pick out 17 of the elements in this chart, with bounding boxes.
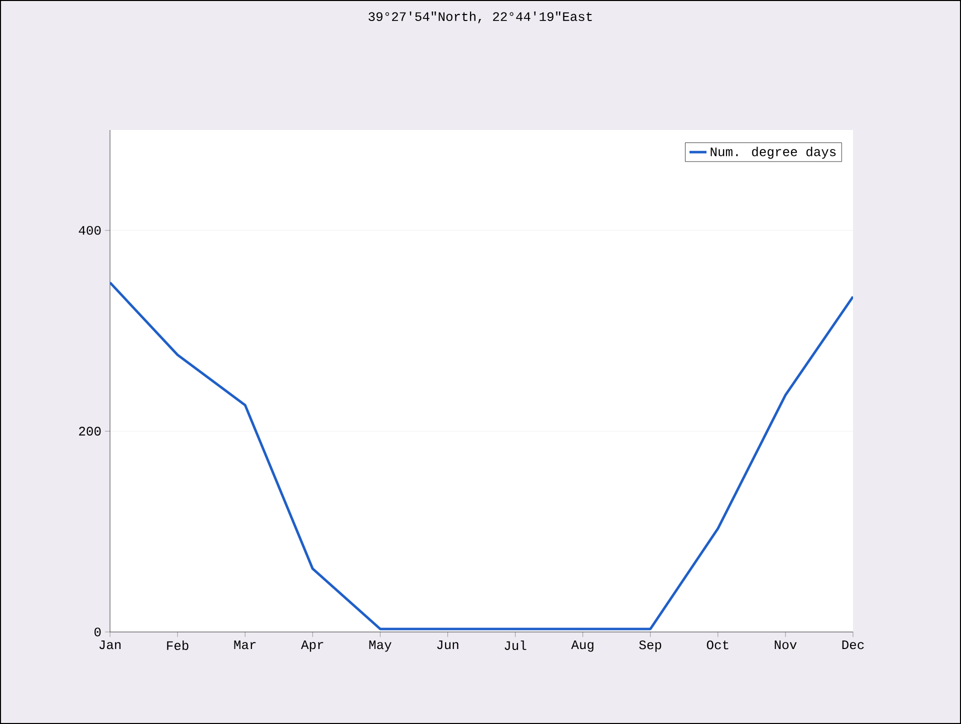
y-tick-label: 0: [94, 628, 101, 636]
chart-title: 39°27′54"North, 22°44′19"East: [368, 12, 592, 24]
legend-label: Num. degree days: [710, 146, 836, 159]
x-tick-label: Oct: [706, 640, 728, 650]
x-tick-label: Jul: [504, 640, 526, 650]
x-tick-label: Jan: [99, 640, 121, 650]
x-tick-label: Aug: [571, 640, 594, 652]
x-tick-label: Nov: [774, 640, 797, 650]
x-tick-label: Apr: [300, 640, 324, 652]
x-tick-label: Jun: [437, 640, 458, 650]
y-tick-label: 400: [78, 226, 101, 235]
x-tick-label: Dec: [842, 640, 864, 650]
x-tick-label: Mar: [234, 640, 256, 650]
x-tick-label: Sep: [639, 640, 662, 652]
x-tick-label: Feb: [167, 640, 188, 650]
y-tick-label: 200: [79, 426, 101, 436]
x-tick-label: May: [369, 640, 392, 652]
